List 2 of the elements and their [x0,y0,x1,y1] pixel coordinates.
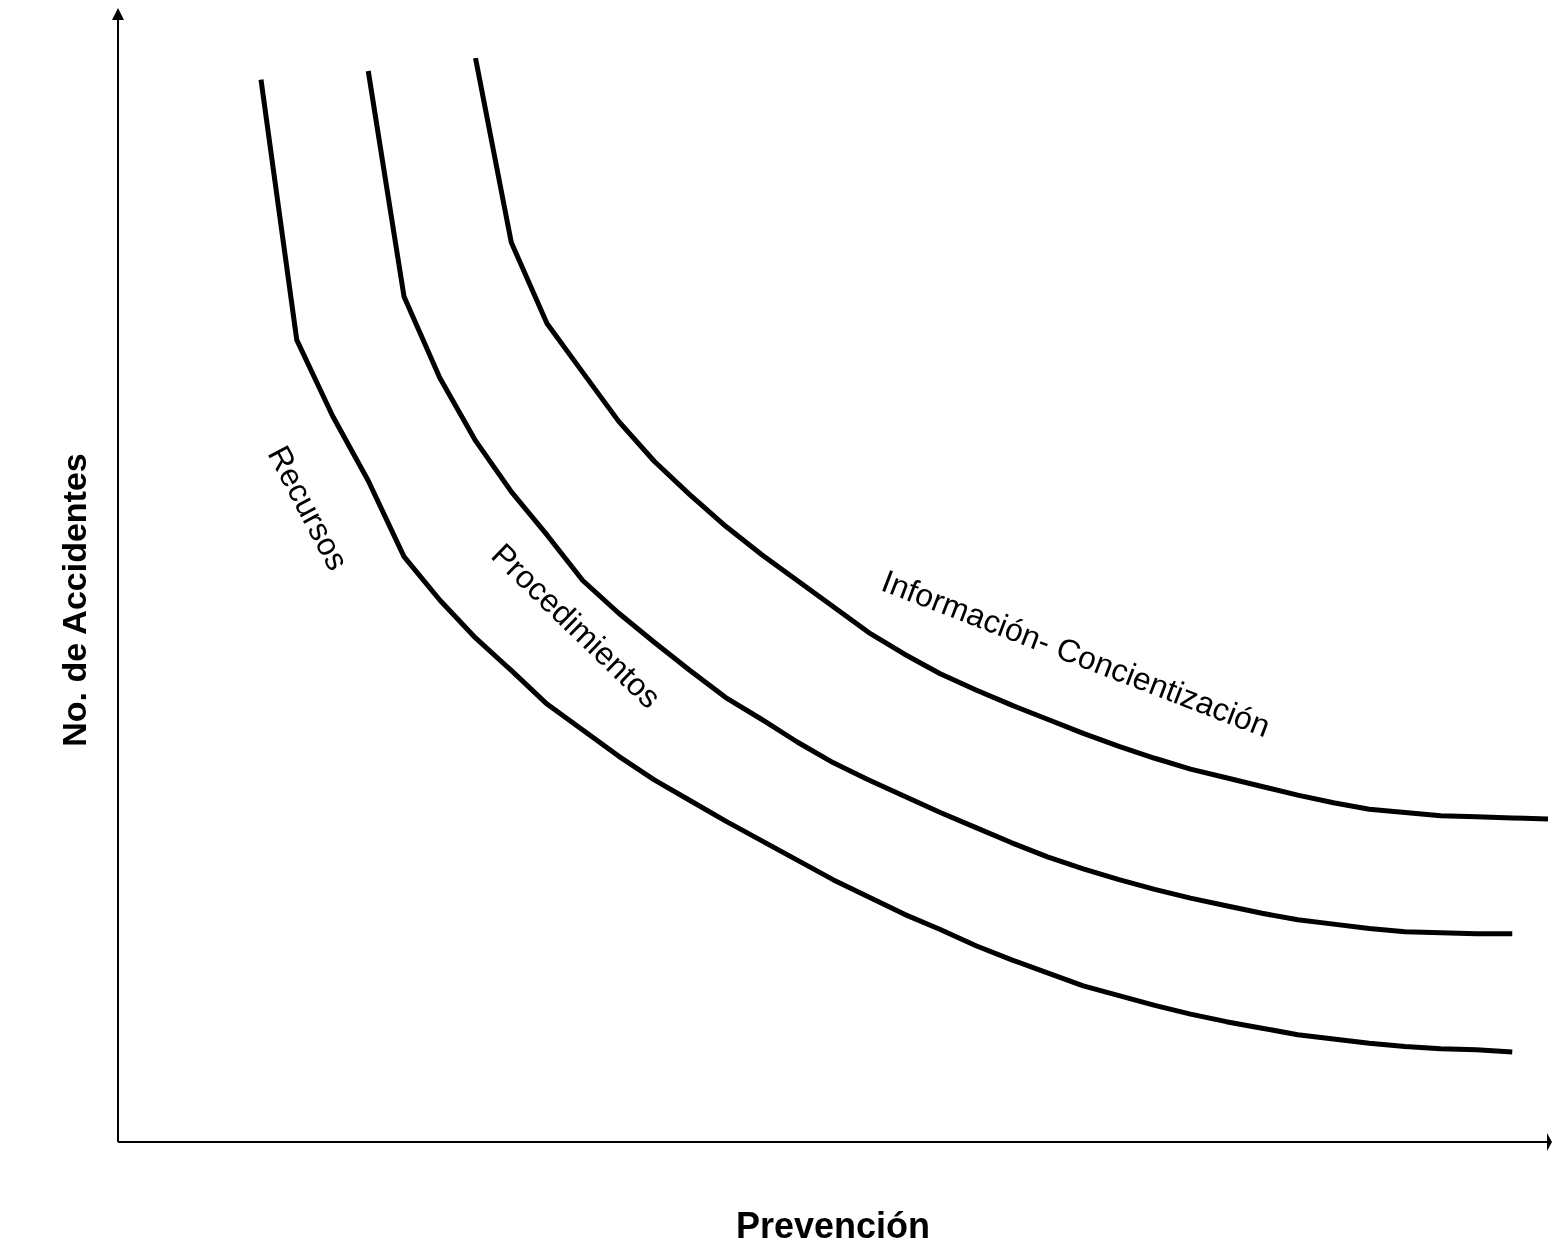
y-axis-title: No. de Accidentes [55,453,94,747]
x-axis-title: Prevención [735,1205,931,1246]
